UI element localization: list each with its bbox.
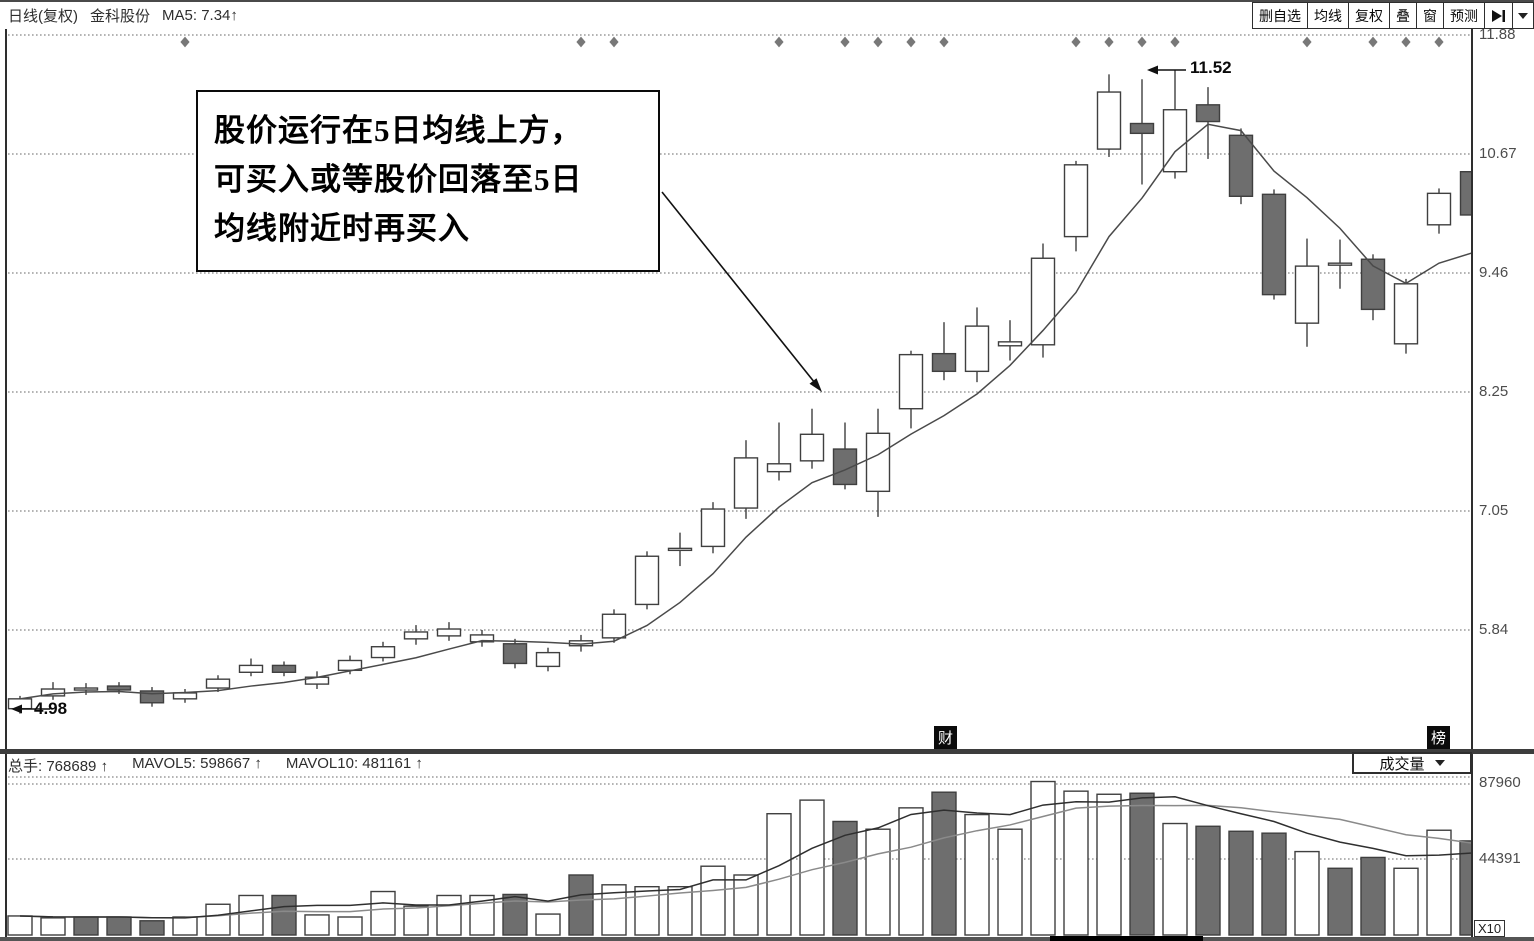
mavol5-value: MAVOL5: 598667 ↑ bbox=[132, 755, 262, 772]
low-price-label: 4.98 bbox=[34, 699, 68, 718]
annotation-arrows bbox=[11, 65, 1186, 714]
volume-unit-label: X10 bbox=[1474, 920, 1506, 937]
annotation-line: 均线附近时再买入 bbox=[214, 211, 470, 246]
title-bar: 日线(复权) 金科股份 MA5: 7.34↑ 删自选 均线 复权 叠 窗 预测 bbox=[0, 2, 1534, 29]
annotation-box: 股价运行在5日均线上方， 可买入或等股价回落至5日 均线附近时再买入 bbox=[196, 90, 660, 272]
scrollbar-thumb[interactable] bbox=[1050, 936, 1203, 941]
annotation-line: 可买入或等股价回落至5日 bbox=[214, 162, 583, 197]
event-marker-ranking[interactable]: 榜 bbox=[1427, 726, 1450, 749]
toolbar-dropdown-button[interactable] bbox=[1512, 2, 1534, 29]
price-tick: 10.67 bbox=[1479, 145, 1517, 162]
annotation-line: 股价运行在5日均线上方， bbox=[214, 113, 583, 148]
price-axis-divider bbox=[1471, 29, 1473, 941]
high-price-label: 11.52 bbox=[1190, 58, 1232, 77]
mavol5-line bbox=[19, 795, 1473, 919]
price-tick: 8.25 bbox=[1479, 383, 1509, 400]
jump-to-latest-button[interactable] bbox=[1484, 2, 1513, 29]
chart-title: 日线(复权) 金科股份 MA5: 7.34↑ bbox=[0, 5, 238, 26]
left-border bbox=[5, 29, 7, 937]
ma5-line bbox=[19, 123, 1473, 700]
stock-name: 金科股份 bbox=[90, 8, 151, 25]
mavol10-value: MAVOL10: 481161 ↑ bbox=[285, 755, 423, 772]
window-button[interactable]: 窗 bbox=[1416, 2, 1444, 29]
overlay-button[interactable]: 叠 bbox=[1389, 2, 1417, 29]
event-diamond-markers bbox=[180, 36, 1444, 48]
price-tick: 11.88 bbox=[1479, 26, 1516, 43]
ma5-value: MA5: 7.34↑ bbox=[162, 7, 238, 24]
volume-header: 总手: 768689 ↑ MAVOL5: 598667 ↑ MAVOL10: 4… bbox=[8, 755, 423, 776]
scrollbar-track[interactable] bbox=[0, 937, 1534, 941]
forecast-button[interactable]: 预测 bbox=[1443, 2, 1485, 29]
price-tick: 5.84 bbox=[1479, 621, 1509, 638]
mavol10-line bbox=[19, 804, 1473, 919]
price-tick: 7.05 bbox=[1479, 502, 1509, 519]
up-arrow-icon: ↑ bbox=[230, 7, 238, 24]
price-tick: 9.46 bbox=[1479, 264, 1509, 281]
delete-watchlist-button[interactable]: 删自选 bbox=[1252, 2, 1308, 29]
total-volume-value: 总手: 768689 ↑ bbox=[8, 758, 109, 775]
pane-separator bbox=[0, 749, 1534, 754]
chevron-down-icon bbox=[1518, 12, 1528, 19]
event-marker-finance[interactable]: 财 bbox=[934, 726, 957, 749]
chevron-down-icon bbox=[1434, 760, 1445, 766]
toolbar: 删自选 均线 复权 叠 窗 预测 bbox=[1252, 2, 1534, 29]
volume-tick: 44391 bbox=[1479, 850, 1521, 867]
moving-average-button[interactable]: 均线 bbox=[1307, 2, 1349, 29]
jump-to-end-icon bbox=[1492, 9, 1505, 22]
candles bbox=[7, 70, 1473, 714]
volume-selector-label: 成交量 bbox=[1379, 755, 1425, 773]
volume-indicator-selector[interactable]: 成交量 bbox=[1352, 752, 1472, 774]
adjust-rights-button[interactable]: 复权 bbox=[1348, 2, 1390, 29]
volume-tick: 87960 bbox=[1479, 774, 1521, 791]
up-arrow-icon: ↑ bbox=[254, 755, 262, 772]
volume-bars bbox=[7, 780, 1473, 936]
up-arrow-icon: ↑ bbox=[415, 755, 423, 772]
up-arrow-icon: ↑ bbox=[100, 758, 109, 775]
period-label[interactable]: 日线(复权) bbox=[8, 8, 78, 25]
